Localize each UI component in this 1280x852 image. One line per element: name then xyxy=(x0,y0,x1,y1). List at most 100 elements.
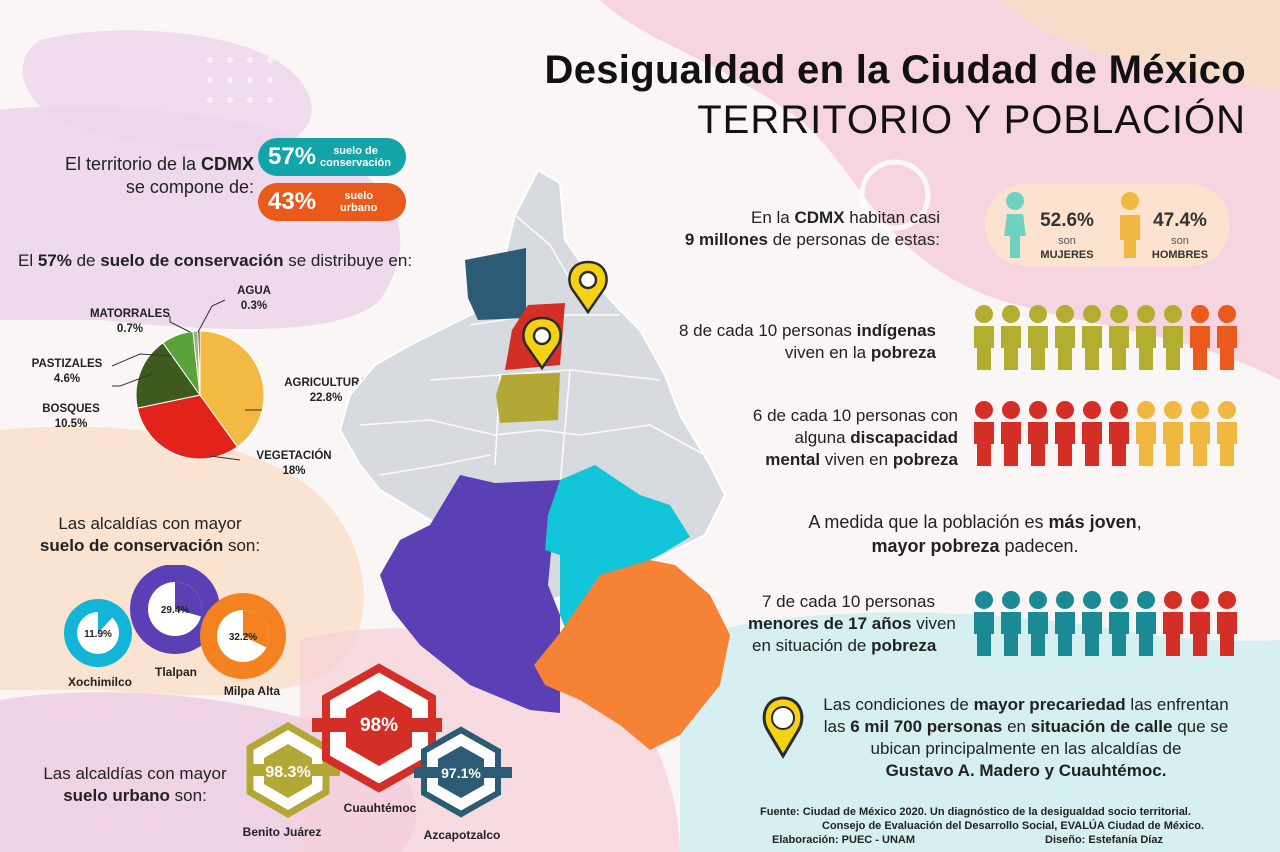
stat-disability-f: pobreza xyxy=(892,450,958,469)
map-pin-gam xyxy=(568,260,608,315)
person-icon xyxy=(1136,305,1156,370)
ring-tlalpan: 29.4% xyxy=(130,565,220,654)
conservation-label-b: conservación xyxy=(320,157,391,169)
stat-minors: 7 de cada 10 personas menores de 17 años… xyxy=(720,591,970,657)
person-icon xyxy=(1001,591,1021,656)
ring-value: 32.2% xyxy=(229,632,257,643)
urban-alcaldias-intro-a: Las alcaldías con mayor xyxy=(43,764,227,783)
map-tlalpan xyxy=(380,475,560,713)
stat-street-g: situación de calle xyxy=(1030,717,1173,736)
territory-intro: El territorio de la CDMX se compone de: xyxy=(34,153,254,199)
stat-street-h: que se xyxy=(1172,717,1229,736)
hex-value-cuauhtemoc: 98% xyxy=(359,715,399,736)
person-icon xyxy=(1082,305,1102,370)
map-azcapotzalco xyxy=(465,248,526,320)
pie-label-bosques-name: BOSQUES xyxy=(42,403,100,415)
person-icon xyxy=(1163,305,1183,370)
person-icon xyxy=(974,401,994,466)
person-icon xyxy=(974,305,994,370)
hex-name-cuauhtemoc: Cuauhtémoc xyxy=(343,801,417,815)
urban-hexagons xyxy=(246,663,512,819)
distribution-intro-b: 57% xyxy=(37,251,72,270)
pie-leader-line xyxy=(112,373,153,387)
territory-intro-b: CDMX xyxy=(201,154,254,174)
person-icon xyxy=(1109,591,1129,656)
stat-young: A medida que la población es más joven, … xyxy=(740,510,1210,558)
person-icon xyxy=(1028,591,1048,656)
hex-value-azcapotzalco: 97.1% xyxy=(441,765,481,781)
stat-young-b: más joven xyxy=(1048,512,1137,532)
location-pin-icon xyxy=(762,696,804,759)
stat-young-c: , xyxy=(1136,512,1142,532)
men-pct: 47.4% xyxy=(1153,210,1207,231)
source-line-1: Fuente: Ciudad de México 2020. Un diagnó… xyxy=(760,806,1191,818)
pie-label-agricultura-value: 22.8% xyxy=(309,392,343,404)
conservation-pct: 57% xyxy=(268,143,317,170)
map-benito-juarez xyxy=(496,373,560,423)
conservation-alcaldias-intro-c: son: xyxy=(223,536,261,555)
urban-label-b: urbano xyxy=(340,202,378,214)
territory-intro-a: El territorio de la xyxy=(64,154,201,174)
conservation-alcaldias-intro-a: Las alcaldías con mayor xyxy=(58,514,242,533)
person-icon xyxy=(1136,401,1156,466)
disability-people-row xyxy=(974,401,1237,466)
minors-people-row xyxy=(974,591,1237,656)
hex-value-benito-juarez: 98.3% xyxy=(265,764,311,781)
pie-leader-line xyxy=(111,353,173,367)
population-intro: En la CDMX habitan casi 9 millones de pe… xyxy=(640,207,940,251)
distribution-intro-a: El xyxy=(18,251,38,270)
pie-label-pastizales-name: PASTIZALES xyxy=(31,358,103,370)
map-xochimilco xyxy=(545,465,690,635)
pie-label-bosques-value: 10.5% xyxy=(54,418,88,430)
stat-minors-d: en situación de xyxy=(752,636,872,655)
stat-disability-c: discapacidad xyxy=(850,428,958,447)
ring-name-xochimilco: Xochimilco xyxy=(67,675,132,689)
page-title: Desigualdad en la Ciudad de México xyxy=(544,48,1246,92)
stat-indigenous-a: 8 de cada 10 personas xyxy=(678,321,857,340)
pie-label-bosques: BOSQUES 10.5% xyxy=(26,402,116,432)
person-icon xyxy=(1217,591,1237,656)
stat-disability: 6 de cada 10 personas con alguna discapa… xyxy=(620,405,958,471)
distribution-intro-c: de xyxy=(71,251,101,270)
pie-slice-bosques xyxy=(135,342,201,409)
stat-minors-e: pobreza xyxy=(871,636,937,655)
stat-indigenous-c: viven en la xyxy=(784,343,871,362)
person-icon xyxy=(1055,401,1075,466)
pie-leader-line xyxy=(169,316,191,333)
conservation-alcaldias-intro: Las alcaldías con mayor suelo de conserv… xyxy=(20,513,280,557)
men-son: son xyxy=(1171,235,1189,247)
person-icon xyxy=(1028,401,1048,466)
pie-label-agua-name: AGUA xyxy=(237,285,271,297)
stat-indigenous-d: pobreza xyxy=(870,343,936,362)
source-line-3: Elaboración: PUEC - UNAM xyxy=(772,834,916,846)
stat-street-d: las xyxy=(823,717,851,736)
pie-label-pastizales: PASTIZALES 4.6% xyxy=(20,357,114,387)
pie-leader-line xyxy=(197,299,226,333)
indigenous-people-row xyxy=(974,305,1237,370)
pie-label-agua: AGUA 0.3% xyxy=(222,284,286,314)
person-icon xyxy=(1190,591,1210,656)
women-pct: 52.6% xyxy=(1040,210,1094,231)
population-line2-b: de personas de estas: xyxy=(767,230,940,249)
pie-label-agricultura-name: AGRICULTURA xyxy=(284,377,368,389)
conservation-rings: 11.9% 29.4% 32.2% xyxy=(64,565,286,679)
pie-label-matorrales-value: 0.7% xyxy=(116,323,144,335)
hex-name-azcapotzalco: Azcapotzalco xyxy=(423,828,501,842)
conservation-label: suelo de conservación xyxy=(320,145,391,169)
map-pin-cuauhtemoc xyxy=(522,316,562,371)
pie-label-matorrales: MATORRALES 0.7% xyxy=(78,307,182,337)
hexagon-cuauhtemoc xyxy=(312,663,442,793)
person-icon xyxy=(1028,305,1048,370)
urban-pct: 43% xyxy=(268,188,317,215)
stat-young-a: A medida que la población es xyxy=(808,512,1049,532)
territory-intro-c: se compone de: xyxy=(125,177,254,197)
urban-pill: 43% suelo urbano xyxy=(258,183,406,221)
distribution-intro: El 57% de suelo de conservación se distr… xyxy=(18,250,458,272)
stat-disability-e: viven en xyxy=(820,450,893,469)
stat-street-j: Gustavo A. Madero y Cuauhtémoc. xyxy=(885,761,1167,780)
woman-icon xyxy=(1004,192,1026,258)
urban-alcaldias-intro-c: son: xyxy=(169,786,207,805)
person-icon xyxy=(1163,401,1183,466)
stat-minors-b: menores de 17 años xyxy=(748,614,912,633)
person-icon xyxy=(1055,591,1075,656)
